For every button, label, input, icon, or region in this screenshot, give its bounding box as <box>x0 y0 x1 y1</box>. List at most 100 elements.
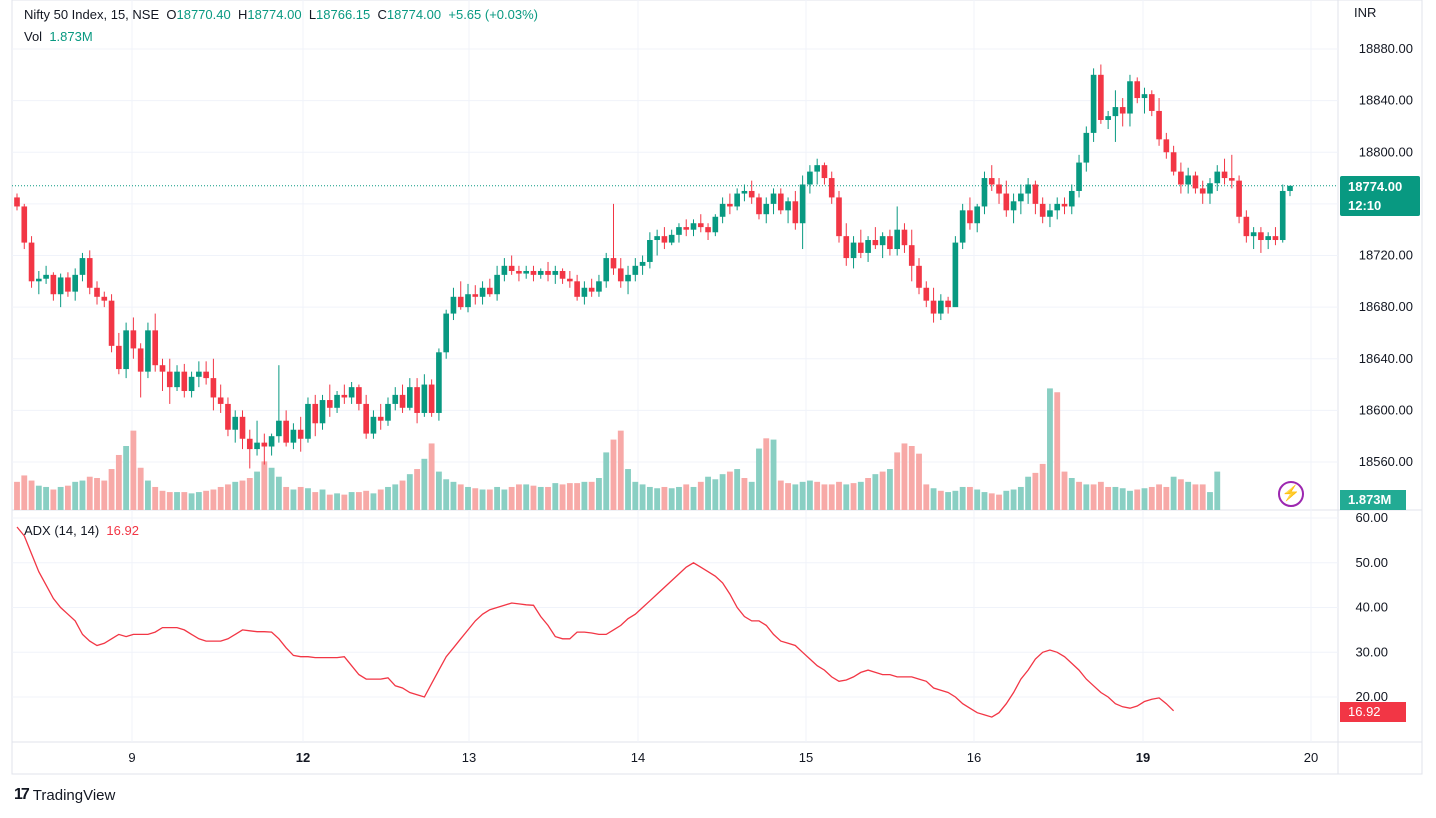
candle <box>923 281 930 308</box>
candle <box>501 258 508 282</box>
candle-body <box>996 184 1002 194</box>
volume-bar <box>1068 478 1075 510</box>
candle <box>465 283 471 313</box>
adx-label[interactable]: ADX (14, 14) <box>24 523 100 538</box>
time-axis: 9 12 13 14 15 16 19 20 <box>128 0 1318 765</box>
candle <box>617 258 624 288</box>
volume-bar <box>916 453 922 510</box>
candle <box>1039 197 1046 224</box>
adx-line <box>16 526 1175 718</box>
volume-bar <box>334 493 340 510</box>
candle <box>610 203 617 275</box>
lightning-icon[interactable]: ⚡ <box>1278 481 1304 507</box>
volume-bar <box>537 486 544 510</box>
candle <box>203 361 209 385</box>
volume-bar <box>1207 492 1213 510</box>
volume-bar <box>94 478 100 510</box>
volume-label[interactable]: Vol <box>24 29 43 44</box>
candle-body <box>465 294 471 308</box>
price-tick-label: 18800.00 <box>1359 144 1413 159</box>
volume-bar <box>516 484 522 510</box>
candle <box>748 180 755 204</box>
candle-body <box>86 258 93 288</box>
volume-bar <box>392 484 399 510</box>
time-tick-label: 16 <box>967 750 981 765</box>
volume-bar <box>625 469 631 510</box>
price-tick-label: 18720.00 <box>1359 248 1413 263</box>
volume-bar <box>930 488 937 510</box>
candle <box>101 291 108 308</box>
candle-body <box>901 229 908 246</box>
candle-body <box>770 193 777 204</box>
candle-body <box>530 270 537 275</box>
candle <box>588 278 595 297</box>
candle-body <box>654 236 660 241</box>
volume-bar <box>1032 472 1039 510</box>
candle <box>821 162 828 185</box>
time-tick-label: 15 <box>799 750 813 765</box>
candle-body <box>305 403 311 439</box>
candle <box>116 332 122 375</box>
candle-body <box>14 197 20 207</box>
candle <box>43 265 49 284</box>
volume-bar <box>72 481 79 510</box>
volume-bar <box>385 486 391 510</box>
candle <box>683 219 690 237</box>
candle <box>559 268 566 284</box>
candle-body <box>1003 193 1010 211</box>
volume-bar <box>581 481 588 510</box>
candle <box>28 236 35 288</box>
candle-body <box>1287 185 1293 191</box>
volume-bar <box>617 430 624 510</box>
candle <box>647 232 653 269</box>
symbol-title[interactable]: Nifty 50 Index, 15, NSE <box>24 7 160 22</box>
candle-body <box>472 294 479 297</box>
candle-body <box>232 416 239 430</box>
currency-label[interactable]: INR <box>1354 5 1377 20</box>
candle-body <box>981 178 988 207</box>
candle <box>283 410 289 447</box>
volume-bar <box>1076 481 1082 510</box>
volume-bar <box>465 486 471 510</box>
volume-bar <box>1134 489 1141 510</box>
volume-bar <box>43 486 50 510</box>
candle-body <box>828 178 835 198</box>
candle-body <box>559 270 566 279</box>
candle <box>1098 64 1104 124</box>
candle <box>479 281 486 305</box>
candle <box>377 403 384 430</box>
candle-body <box>57 277 64 295</box>
candle <box>1010 193 1017 224</box>
brand-footer[interactable]: 17 TradingView <box>14 786 115 804</box>
time-tick-label: 20 <box>1304 750 1318 765</box>
candle-body <box>1221 171 1228 179</box>
candle <box>1134 77 1141 104</box>
candle <box>850 236 857 269</box>
candle <box>72 268 79 301</box>
candle-body <box>567 278 573 282</box>
volume-bar <box>115 454 122 510</box>
candle <box>392 387 399 411</box>
open-value: 18770.40 <box>176 7 231 22</box>
volume-bar <box>65 485 71 510</box>
candle-body <box>1199 188 1206 194</box>
candle <box>938 294 944 321</box>
candle-body <box>1148 94 1155 111</box>
volume-bar <box>661 486 668 510</box>
volume-bar <box>326 494 333 510</box>
candle <box>1236 175 1242 224</box>
candle-body <box>348 387 355 398</box>
volume-bar <box>290 489 297 510</box>
candle-body <box>239 416 246 439</box>
candle-body <box>1112 107 1119 117</box>
candle-body <box>719 203 726 217</box>
candle-body <box>123 330 129 370</box>
candle <box>981 171 988 215</box>
close-label: C <box>377 7 387 22</box>
candle <box>457 281 464 310</box>
candle <box>188 371 195 398</box>
adx-legend: ADX (14, 14) 16.92 <box>24 523 139 538</box>
candle <box>545 261 551 282</box>
